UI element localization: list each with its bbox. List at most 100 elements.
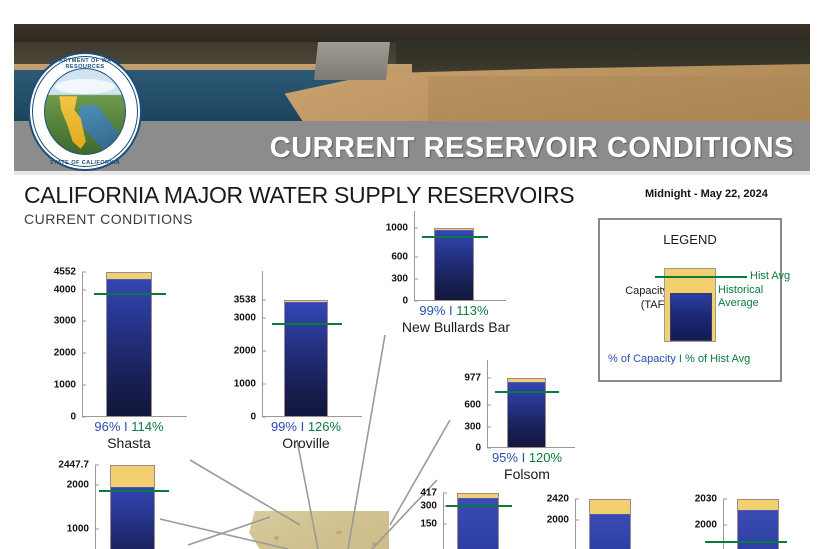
bullards-tick-0: 0	[402, 295, 408, 307]
folsom-tick-977: 977	[464, 372, 481, 384]
date-stamp: Midnight - May 22, 2024	[645, 188, 768, 200]
chart417-tick-417: 417	[420, 487, 437, 499]
banner-title: CURRENT RESERVOIR CONDITIONS	[269, 132, 794, 164]
shasta-tick-4000: 4000	[53, 284, 76, 295]
oroville-plot: 3538 3000 2000 1000 0 99% I 126% Orovill…	[234, 271, 362, 451]
shasta-pct-capacity: 96%	[94, 419, 121, 434]
banner-gray-bar: CURRENT RESERVOIR CONDITIONS	[14, 121, 810, 171]
folsom-y-axis	[487, 360, 488, 448]
legend-capacity-bar	[664, 268, 716, 342]
legend-capacity-units: (TAF)	[640, 299, 668, 311]
shasta-storage-fill	[107, 278, 151, 416]
seal-landscape-emblem	[44, 68, 126, 155]
legend-hist-avg-line	[655, 276, 747, 278]
folsom-percentages: 95% I 120%	[492, 450, 562, 465]
page-subtitle: CURRENT CONDITIONS	[24, 211, 193, 227]
folsom-label: Folsom	[504, 466, 550, 482]
chart2420-tick-2420: 2420	[546, 493, 569, 505]
chart2420-plot: 2420 2000	[547, 494, 635, 549]
bullards-tick-600: 600	[391, 251, 408, 263]
oroville-pct-hist-avg: 126%	[307, 419, 342, 434]
oroville-tick-1000: 1000	[233, 378, 256, 390]
oroville-percentages: 99% I 126%	[271, 419, 341, 434]
chart2420-storage-fill	[590, 514, 630, 549]
oroville-capacity-bar	[284, 300, 328, 417]
bullards-capacity-bar	[434, 228, 474, 301]
reservoir-chart-folsom: 977 600 300 0 95% I 120% Folsom	[464, 360, 575, 482]
seal-top-text: DEPARTMENT OF WATER RESOURCES	[46, 58, 124, 70]
legend-hist-avg-description: Historical Average	[718, 284, 763, 310]
shasta-y-axis	[82, 272, 83, 417]
legend-capacity-label: Capacity (TAF)	[606, 284, 668, 312]
chart417-y-axis	[443, 493, 444, 549]
legend-title: LEGEND	[663, 232, 717, 247]
bullards-pct-hist-avg: 113%	[456, 303, 489, 318]
shasta-hist-avg-line	[94, 293, 166, 295]
map-detail	[372, 541, 377, 546]
legend-storage-fill	[670, 293, 712, 341]
legend-hist-avg-desc-line2: Average	[718, 297, 759, 309]
reservoir-chart-417: 417 300 150	[420, 488, 513, 549]
shasta-tick-0: 0	[70, 411, 76, 423]
california-map	[249, 511, 389, 549]
chart2420-capacity-bar	[589, 499, 631, 549]
legend-box: LEGEND Capacity (TAF) Hist Avg Historica…	[598, 218, 790, 382]
bullards-label: New Bullards Bar	[401, 319, 511, 335]
shasta-capacity-bar	[106, 272, 152, 417]
bullards-storage-fill	[435, 229, 473, 300]
folsom-tick-0: 0	[475, 442, 481, 454]
shasta-plot: 4552 4000 3000 2000 1000 0 96% I 114% Sh…	[54, 267, 187, 451]
oroville-y-axis	[262, 271, 263, 417]
oroville-storage-fill	[285, 302, 327, 416]
chart2030-storage-fill	[738, 510, 778, 549]
chart2030-tick-2000: 2000	[694, 519, 717, 531]
shasta-pct-hist-avg: 114%	[131, 419, 164, 434]
reservoir-chart-shasta: 4552 4000 3000 2000 1000 0 96% I 114% Sh…	[54, 267, 187, 451]
folsom-capacity-bar	[507, 378, 546, 448]
chart2030-hist-avg-line	[705, 541, 787, 543]
folsom-plot: 977 600 300 0 95% I 120% Folsom	[464, 360, 575, 482]
chart2030-tick-2030: 2030	[694, 493, 717, 505]
oroville-tick-0: 0	[250, 411, 256, 423]
trinity-tick-2447: 2447.7	[58, 459, 89, 471]
bullards-percentages: 99% I 113%	[419, 303, 488, 318]
banner-photo-dam	[314, 42, 391, 80]
chart2420-tick-2000: 2000	[546, 514, 569, 526]
oroville-hist-avg-line	[272, 323, 342, 325]
chart2030-y-axis	[723, 499, 724, 549]
reservoir-chart-oroville: 3538 3000 2000 1000 0 99% I 126% Orovill…	[234, 271, 362, 451]
bullards-pct-capacity: 99%	[419, 303, 446, 318]
bullards-plot: 1000 600 300 0 99% I 113% New Bullards B…	[386, 211, 510, 335]
oroville-pct-separator: I	[296, 419, 308, 434]
legend-footer: % of Capacity I % of Hist Avg	[608, 353, 750, 365]
shasta-percentages: 96% I 114%	[94, 419, 163, 434]
trinity-y-axis	[95, 465, 96, 549]
trinity-plot: 2447.7 2000 1000	[58, 460, 173, 549]
trinity-hist-avg-line	[99, 490, 169, 492]
legend-pct-capacity-text: % of Capacity	[608, 353, 676, 365]
trinity-capacity-bar	[110, 465, 155, 549]
reservoir-chart-2420: 2420 2000	[547, 494, 635, 549]
reservoir-chart-trinity: 2447.7 2000 1000	[58, 460, 173, 549]
shasta-tick-4552: 4552	[53, 266, 76, 278]
map-detail	[335, 530, 342, 534]
oroville-label: Oroville	[282, 435, 330, 451]
bullards-y-axis	[414, 211, 415, 301]
reservoir-chart-2030: 2030 2000	[695, 494, 787, 549]
bullards-pct-separator: I	[445, 303, 457, 318]
chart417-tick-150: 150	[420, 518, 437, 530]
chart2030-plot: 2030 2000	[695, 494, 787, 549]
shasta-tick-2000: 2000	[53, 347, 76, 359]
folsom-pct-hist-avg: 120%	[528, 450, 563, 465]
folsom-tick-600: 600	[464, 399, 481, 411]
oroville-tick-3000: 3000	[233, 312, 256, 324]
banner-bottom-divider	[14, 171, 810, 175]
trinity-tick-1000: 1000	[66, 523, 89, 535]
chart417-hist-avg-line	[446, 505, 512, 507]
map-detail	[274, 536, 280, 541]
seal-cloud-icon	[54, 79, 116, 95]
oroville-tick-3538: 3538	[233, 294, 256, 306]
trinity-storage-fill	[111, 487, 154, 549]
shasta-label: Shasta	[107, 435, 151, 451]
